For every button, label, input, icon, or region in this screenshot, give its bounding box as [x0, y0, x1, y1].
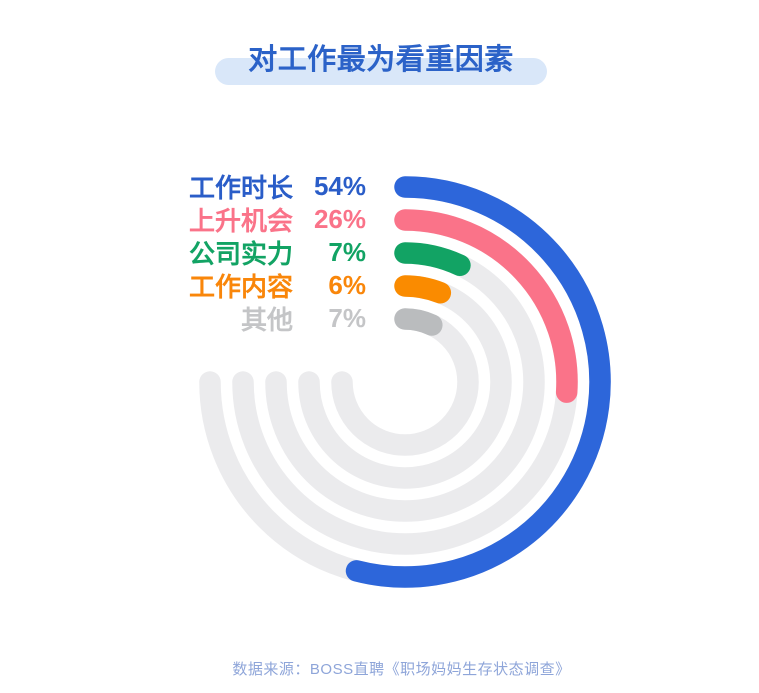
legend-row: 工作内容 6% [160, 269, 366, 302]
track-ring-3 [298, 275, 512, 489]
legend-value: 54% [313, 171, 366, 201]
legend-label: 上升机会 [188, 206, 293, 236]
legend-label: 公司实力 [188, 239, 293, 269]
value-arc-0 [345, 176, 611, 588]
legend-label: 工作内容 [188, 272, 293, 302]
legend-row: 其他 7% [160, 302, 366, 335]
legend-value: 26% [313, 204, 366, 234]
data-source-note: 数据来源：BOSS直聘《职场妈妈生存状态调查》 [232, 661, 571, 678]
chart-legend: 工作时长 54% 上升机会 26% 公司实力 7% 工作内容 6% 其他 7% [160, 170, 366, 335]
legend-row: 工作时长 54% [160, 170, 366, 203]
value-arc-4 [394, 308, 443, 336]
legend-label: 其他 [240, 305, 293, 335]
title-pill-background [215, 58, 547, 85]
legend-label: 工作时长 [188, 173, 293, 203]
page-title: 对工作最为看重因素 [248, 44, 514, 76]
track-ring-4 [331, 308, 479, 456]
value-arc-2 [394, 242, 471, 277]
legend-row: 公司实力 7% [160, 236, 366, 269]
track-ring-2 [265, 242, 545, 522]
legend-value: 7% [328, 303, 366, 333]
legend-value: 7% [328, 237, 366, 267]
legend-row: 上升机会 26% [160, 203, 366, 236]
value-arc-1 [394, 209, 578, 403]
value-arc-3 [394, 275, 452, 304]
legend-value: 6% [328, 270, 366, 300]
